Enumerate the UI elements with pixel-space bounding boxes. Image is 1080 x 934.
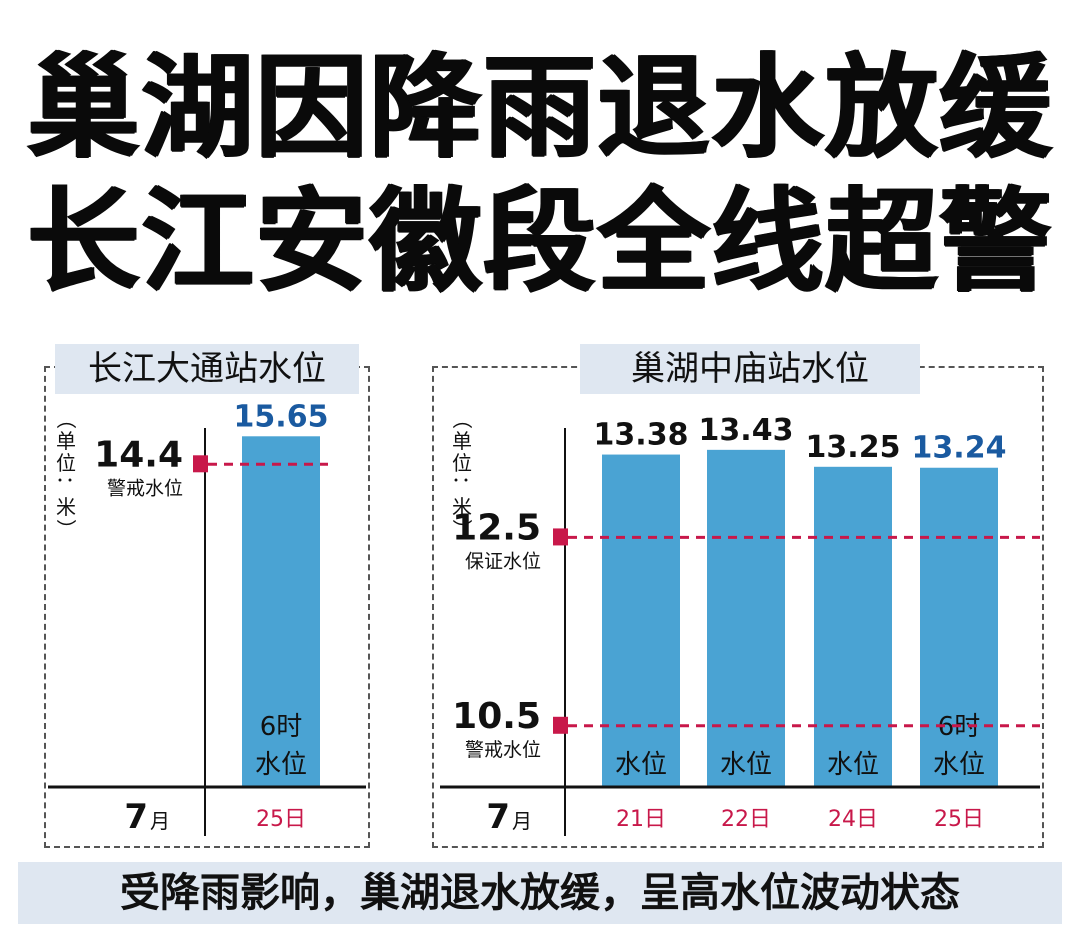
chart0-bar-0	[242, 436, 320, 787]
svg-text:：: ：	[450, 475, 474, 495]
svg-text:（: （	[54, 409, 78, 429]
chart0-threshold-marker-0	[193, 455, 208, 473]
chart1-bar-value-3: 13.24	[912, 431, 1007, 466]
chart0-month-number: 7	[124, 797, 148, 837]
svg-text:）: ）	[54, 519, 78, 539]
chart0-bar-text-0-0: 6时	[260, 712, 303, 742]
headline-line-2: 长江安徽段全线超警	[27, 177, 1053, 307]
zhongmiao-chart-title: 巢湖中庙站水位	[580, 344, 920, 394]
chart0-bar-value-0: 15.65	[234, 399, 329, 434]
summary-footer: 受降雨影响，巢湖退水放缓，呈高水位波动状态	[18, 862, 1062, 924]
chart1-bar-value-2: 13.25	[806, 430, 901, 465]
chart0-unit-label: （单位：米）	[54, 409, 78, 539]
svg-text:位: 位	[56, 451, 76, 475]
svg-text:米: 米	[56, 495, 76, 519]
chart1-threshold-value-1: 10.5	[452, 696, 541, 737]
chart1-threshold-value-0: 12.5	[452, 507, 541, 548]
chart1-category-label-1: 22日	[721, 807, 771, 832]
chart1-category-label-3: 25日	[934, 807, 984, 832]
chart1-bar-text-1-0: 水位	[720, 750, 772, 780]
chart0-category-label-0: 25日	[256, 807, 306, 832]
datong-chart-title: 长江大通站水位	[55, 344, 359, 394]
chart0-bar-text-0-1: 水位	[255, 750, 307, 780]
chart1-bar-3	[920, 467, 998, 787]
chart1-category-label-0: 21日	[616, 807, 666, 832]
chart1-bar-2	[814, 466, 892, 787]
svg-text:）: ）	[450, 519, 474, 539]
chart1-bar-text-3-1: 水位	[933, 750, 985, 780]
chart0-month-suffix: 月	[150, 809, 170, 833]
chart1-bar-1	[707, 449, 785, 787]
chart1-threshold-marker-1	[553, 716, 568, 734]
chart1-bar-text-0-0: 水位	[615, 750, 667, 780]
chart1-month-number: 7	[486, 797, 510, 837]
svg-text:（: （	[450, 409, 474, 429]
chart1-month-suffix: 月	[512, 809, 532, 833]
chart1-unit-label: （单位：米）	[450, 409, 474, 539]
chart1-bar-0	[602, 454, 680, 787]
svg-text:：: ：	[54, 475, 78, 495]
chart1-bar-value-0: 13.38	[594, 418, 689, 453]
headline-line-1: 巢湖因降雨退水放缓	[27, 43, 1053, 173]
chart1-threshold-name-1: 警戒水位	[465, 739, 541, 761]
chart0-threshold-value-0: 14.4	[94, 434, 183, 475]
svg-text:单: 单	[56, 429, 76, 453]
chart1-bar-value-1: 13.43	[699, 413, 794, 448]
chart1-bar-text-2-0: 水位	[827, 750, 879, 780]
chart1-threshold-name-0: 保证水位	[465, 550, 541, 572]
svg-text:单: 单	[452, 429, 472, 453]
svg-text:米: 米	[452, 495, 472, 519]
chart1-threshold-marker-0	[553, 528, 568, 546]
chart1-category-label-2: 24日	[828, 807, 878, 832]
svg-text:位: 位	[452, 451, 472, 475]
chart0-threshold-name-0: 警戒水位	[107, 477, 183, 499]
